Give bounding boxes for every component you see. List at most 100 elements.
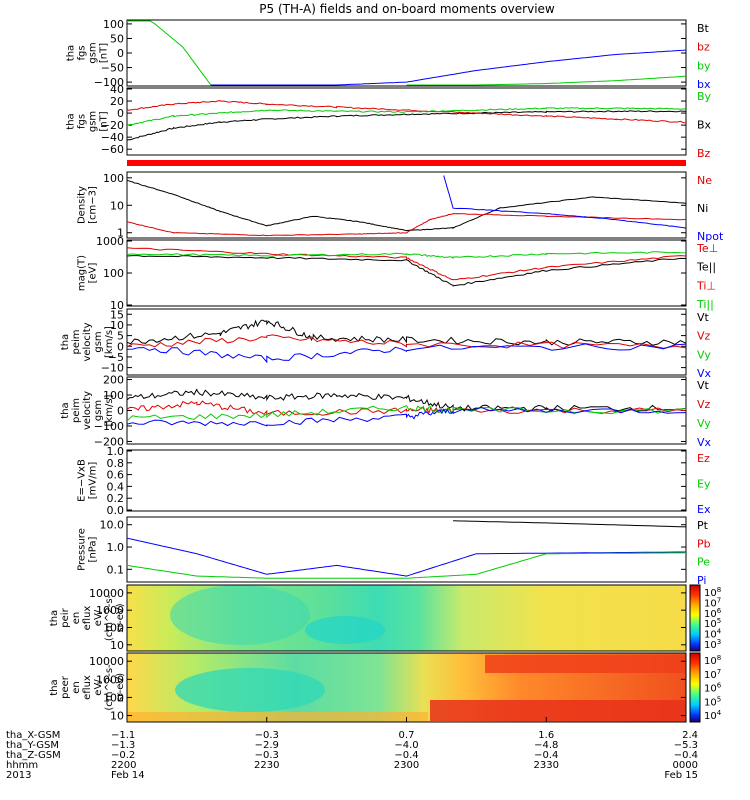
- legend-entry: Vy: [697, 417, 711, 430]
- y-tick-label: 0.0: [107, 504, 125, 517]
- series-path: [210, 49, 687, 86]
- y-axis-title: tha: [49, 679, 60, 695]
- series-path: [126, 537, 686, 577]
- panel-frame: [126, 308, 687, 376]
- y-axis-title: eflux: [82, 675, 93, 700]
- y-tick-label: 10000: [89, 587, 124, 600]
- y-tick-label: 1000: [96, 673, 124, 686]
- x-row-value: −4.8: [534, 740, 558, 751]
- y-tick-label: −50: [101, 62, 124, 75]
- panel-frame: [126, 449, 687, 512]
- y-tick-label: 1000: [96, 604, 124, 617]
- series-path: [443, 175, 687, 229]
- colorbar-tick: 106: [704, 682, 722, 695]
- y-tick-label: 20: [110, 95, 124, 108]
- series-Vy: [126, 405, 687, 422]
- y-tick-label: 100: [103, 389, 124, 402]
- legend-entry: Vz: [697, 398, 711, 411]
- x-row-value: −0.4: [394, 750, 418, 761]
- x-row-value: −0.4: [674, 750, 698, 761]
- legend-entry: Bx: [697, 119, 712, 132]
- panel-4: 1000 100 10 mag(T) [eV] Te⊥ Te|| Ti⊥ Ti||: [77, 235, 719, 312]
- y-tick-label: 15: [110, 308, 124, 321]
- colorbar-tick: 108: [704, 586, 721, 599]
- y-tick-label: −20: [101, 119, 124, 132]
- x-row-value: −0.2: [111, 750, 135, 761]
- y-axis-title: gsm: [88, 111, 99, 132]
- y-tick-label: −100: [94, 420, 124, 433]
- x-row-value: 0.7: [399, 730, 415, 741]
- x-row-value: 0000: [673, 760, 698, 771]
- y-tick-label: 1000: [96, 235, 124, 248]
- series-path: [126, 319, 687, 346]
- legend-entry: Pe: [697, 556, 710, 569]
- y-axis-title: [cm−3]: [88, 186, 99, 224]
- legend-entry: By: [697, 90, 712, 103]
- colorbar-tick: 103: [704, 638, 721, 651]
- y-tick-label: 1: [117, 227, 124, 240]
- y-tick-label: 200: [103, 374, 124, 387]
- y-tick-label: 5: [117, 330, 124, 343]
- legend-entry: Vz: [697, 330, 711, 343]
- spectrogram-band: [430, 700, 685, 721]
- legend-entry: Pt: [697, 519, 709, 532]
- date-start-label: Feb 14: [111, 770, 145, 781]
- quality-flag-bar: [127, 160, 686, 166]
- y-tick-label: 1.0: [107, 541, 125, 554]
- y-axis-title: Pressure: [77, 528, 88, 571]
- legend-entry: Vt: [697, 379, 710, 392]
- legend-entry: Bz: [697, 147, 711, 160]
- series-path: [126, 388, 687, 412]
- y-axis-title: peir: [60, 607, 71, 627]
- legend-entry: bz: [697, 41, 710, 54]
- series-Vx: [126, 406, 687, 427]
- series-by: [406, 75, 687, 86]
- series-path: [126, 343, 687, 364]
- spectrogram-blob: [175, 668, 325, 712]
- panel-3: 100 10 1 Density [cm−3] Ne Ni Npot: [77, 171, 724, 243]
- y-axis-title: en: [71, 681, 82, 694]
- legend-entry: Ti⊥: [696, 279, 716, 292]
- y-axis-title: [mV/m]: [88, 462, 99, 500]
- y-axis-title: [km/s]: [104, 326, 115, 358]
- y-axis-title: [km/s]: [104, 394, 115, 426]
- colorbar-tick: 105: [704, 617, 721, 630]
- y-tick-label: 0.2: [107, 492, 125, 505]
- x-row-value: −1.1: [111, 730, 135, 741]
- y-axis-title: peer: [60, 675, 71, 699]
- y-tick-label: −10: [101, 362, 124, 375]
- series-path: [126, 251, 687, 259]
- legend-entry: Ni: [697, 202, 708, 215]
- series-Pt: [453, 520, 687, 528]
- y-tick-label: 0: [117, 405, 124, 418]
- y-axis-title: tha: [49, 610, 60, 626]
- y-tick-label: 100: [103, 172, 124, 185]
- series-path: [126, 552, 687, 579]
- y-tick-label: 0.8: [107, 457, 125, 470]
- series-path: [126, 180, 687, 232]
- y-tick-label: 10: [110, 639, 124, 652]
- series-Vt: [126, 388, 687, 412]
- x-row-value: 2200: [111, 760, 136, 771]
- y-axis-title: (cm^2-s-: [104, 594, 115, 641]
- y-tick-label: 100: [103, 267, 124, 280]
- y-tick-label: −100: [94, 76, 124, 89]
- legend-entry: Vx: [697, 367, 712, 380]
- x-row-value: −0.3: [255, 750, 279, 761]
- series-path: [126, 255, 687, 287]
- y-tick-label: −40: [101, 131, 124, 144]
- series-Npot: [443, 175, 687, 229]
- colorbar-10: [689, 652, 701, 723]
- series-Ne: [126, 212, 687, 237]
- y-axis-title: eV/: [93, 679, 104, 696]
- x-row-value: −2.9: [255, 740, 279, 751]
- y-axis-title: (cm^2-s-: [104, 664, 115, 711]
- spectrogram-blob: [305, 616, 385, 644]
- y-axis-title: peim: [71, 329, 82, 354]
- y-tick-label: −60: [101, 143, 124, 156]
- y-tick-label: 10: [110, 710, 124, 723]
- y-axis-title: peim: [71, 398, 82, 423]
